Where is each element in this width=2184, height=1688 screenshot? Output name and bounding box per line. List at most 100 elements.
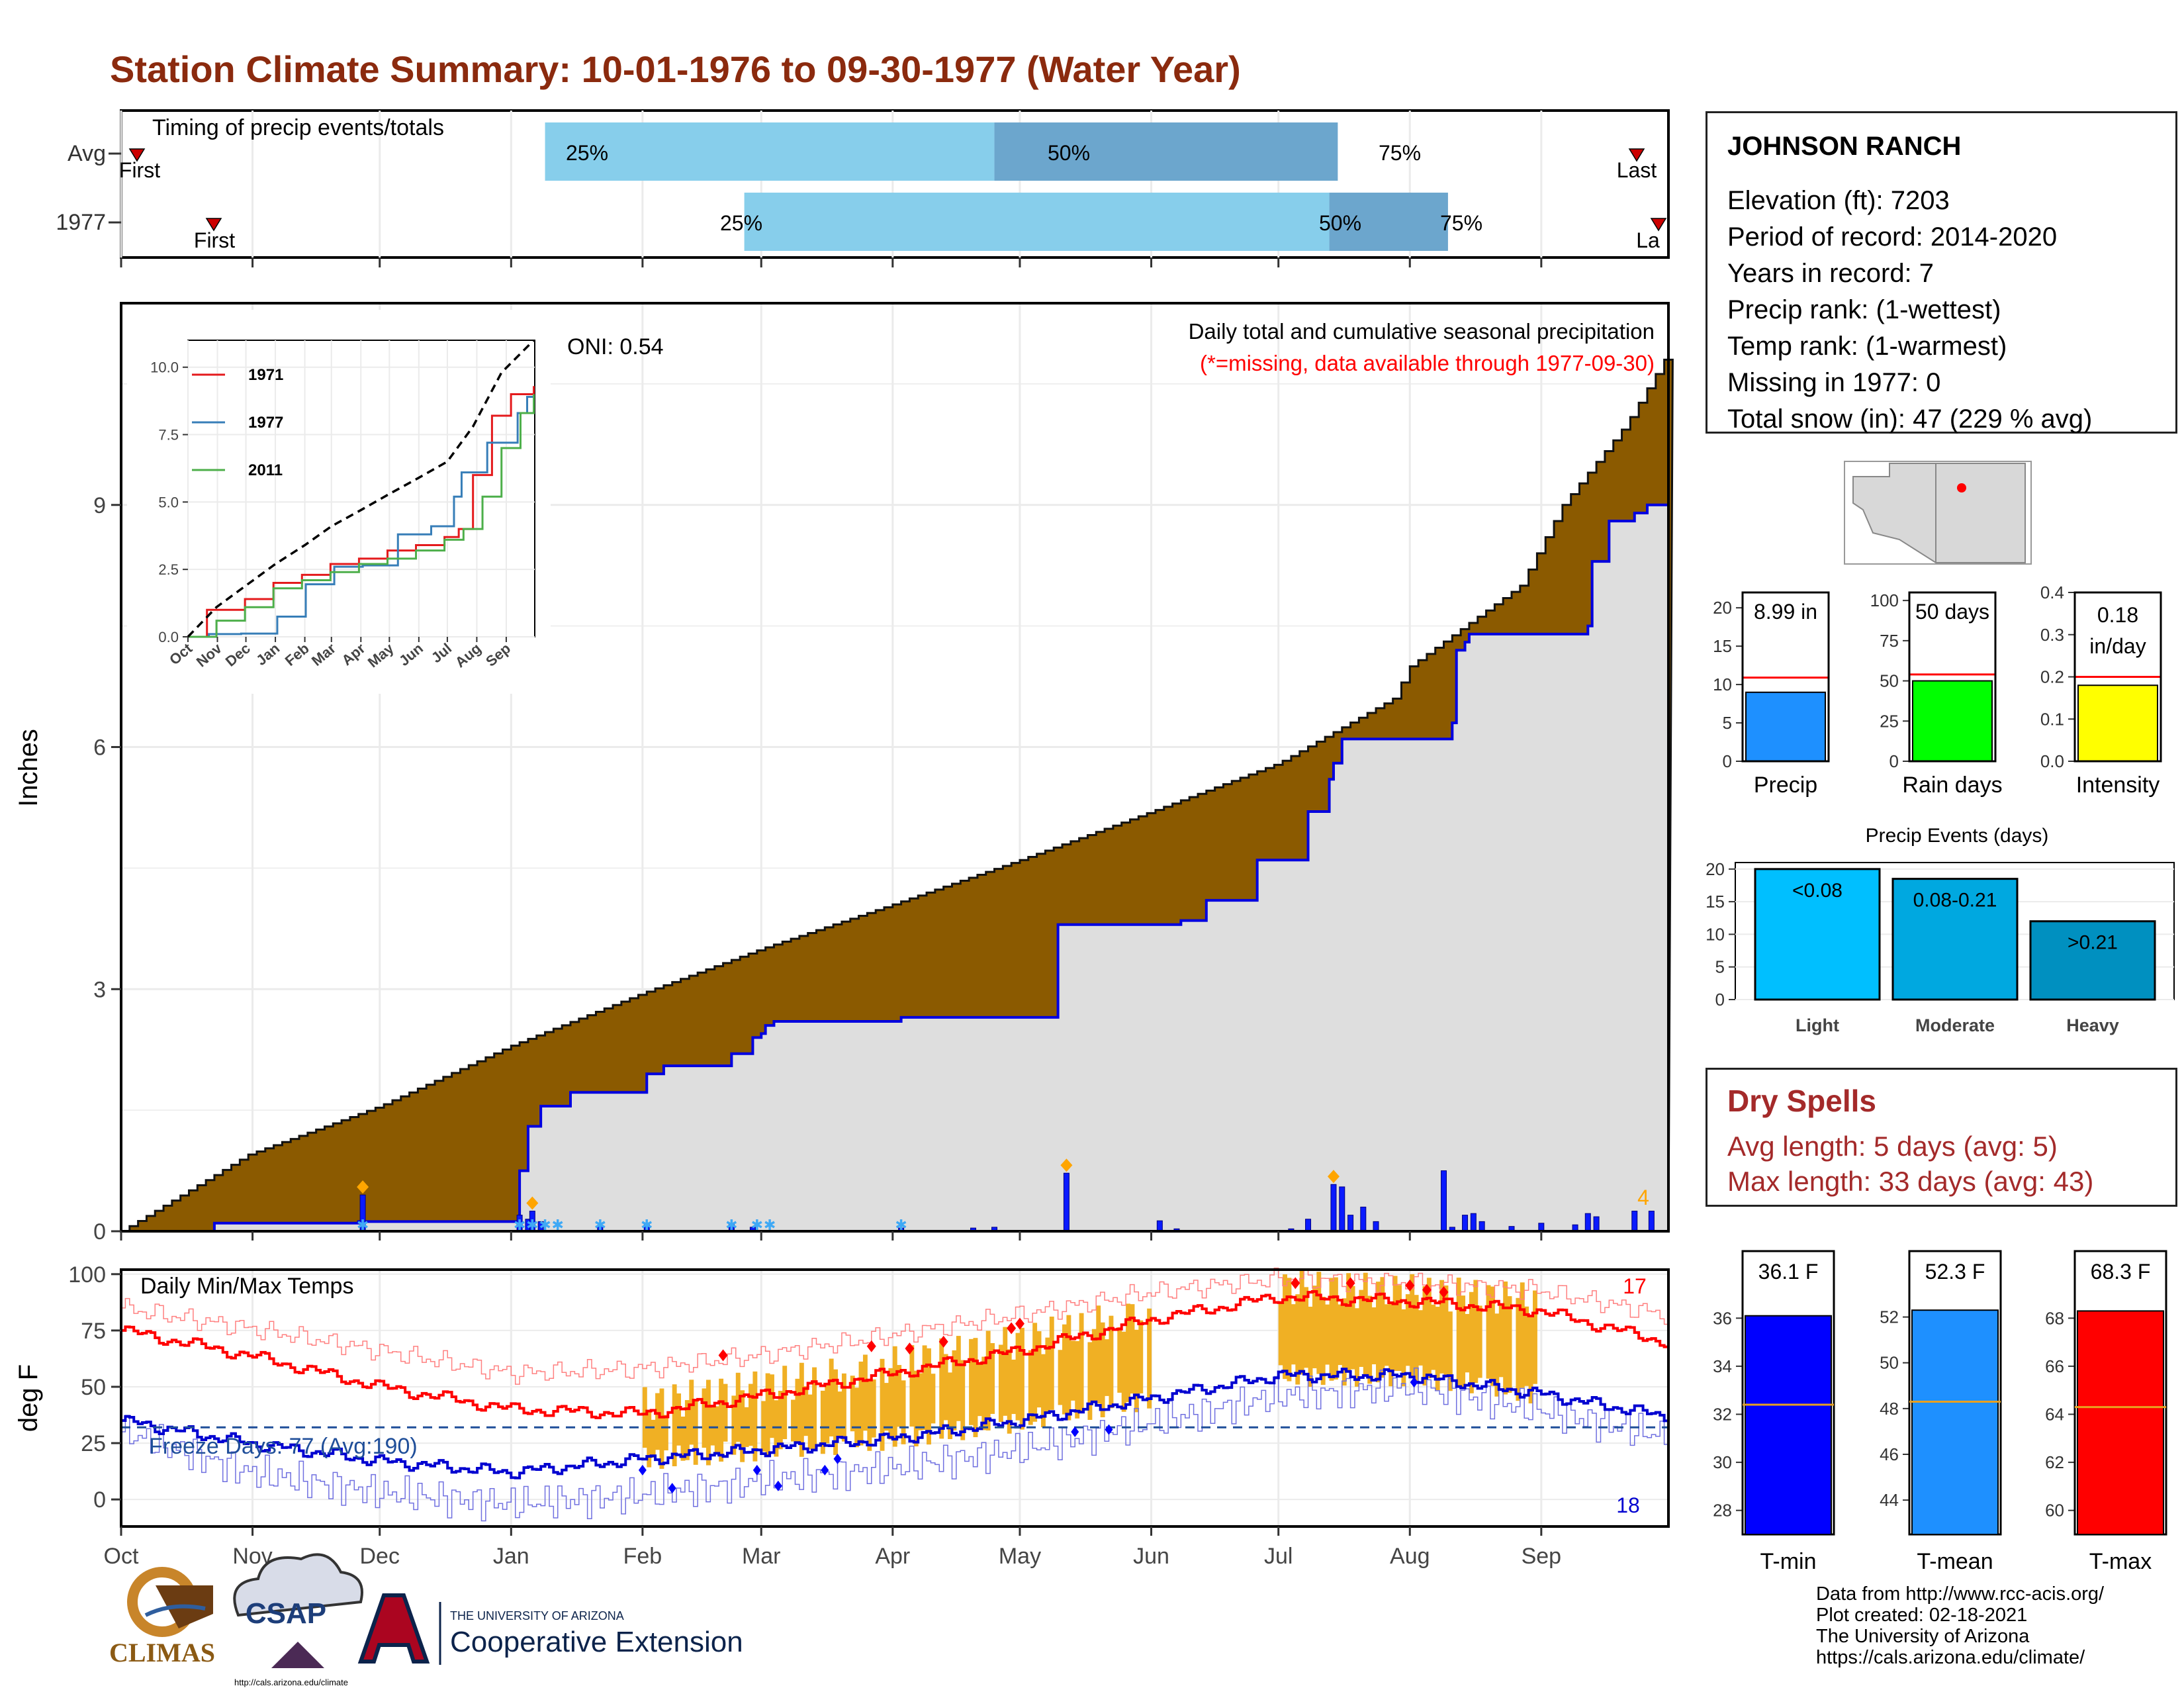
- precip-events-bar-label: 0.08-0.21: [1913, 890, 1997, 912]
- temp-anomaly-bar: [1291, 1304, 1296, 1365]
- timing-panel-label: Timing of precip events/totals: [152, 115, 444, 140]
- temp-summary-ytick-label: 64: [2045, 1405, 2064, 1425]
- summary-value-label: 8.99 in: [1754, 600, 1817, 624]
- csap-logo: CSAP http://cals.arizona.edu/climate: [233, 1553, 363, 1687]
- temp-anomaly-bar: [888, 1368, 893, 1440]
- record-high-marker-icon: [1007, 1322, 1017, 1335]
- temp-anomaly-bar: [927, 1348, 931, 1445]
- csap-logo-text: CSAP: [246, 1597, 326, 1630]
- temp-summary-bar-T-min: [1745, 1315, 1832, 1536]
- summary-ytick-label: 15: [1713, 636, 1732, 656]
- temp-ytick-label: 75: [81, 1319, 106, 1344]
- current-timing-50-75-bar: [1329, 193, 1448, 251]
- temp-anomaly-bar: [1333, 1277, 1338, 1380]
- footer-university: The University of Arizona: [1816, 1626, 2030, 1647]
- record-low-marker-icon: [638, 1464, 647, 1476]
- record-low-marker-icon: [833, 1453, 842, 1464]
- precip-ytick-label: 9: [93, 493, 106, 518]
- snow-markers: ✱ ✱ ✱ ✱ ✱ ✱ ✱ ✱ ✱ ✱ ✱: [357, 1217, 907, 1233]
- temp-anomaly-bar: [803, 1386, 809, 1436]
- ua-a-icon: [357, 1593, 430, 1664]
- temp-anomaly-bar: [897, 1365, 902, 1427]
- ua-large-text: Cooperative Extension: [450, 1626, 743, 1658]
- temp-summary-ytick-label: 66: [2045, 1356, 2064, 1376]
- month-label: May: [999, 1544, 1041, 1569]
- precip-events-title: Precip Events (days): [1866, 825, 2049, 847]
- record-precip-marker-icon: [1327, 1170, 1340, 1184]
- climas-logo-wave: [144, 1604, 206, 1617]
- current-cumulative-precip-area: [121, 503, 1670, 1233]
- snow-day-icon: ✱: [357, 1217, 369, 1233]
- current-p75-label: 75%: [1440, 211, 1482, 235]
- temp-anomaly-bar: [1338, 1304, 1343, 1366]
- temp-summary-ytick-label: 32: [1713, 1405, 1732, 1425]
- temp-anomaly-bar: [1490, 1286, 1495, 1386]
- csap-url: http://cals.arizona.edu/climate: [234, 1677, 348, 1687]
- temp-summary-ytick-label: 62: [2045, 1452, 2064, 1472]
- temp-anomaly-bar: [1473, 1280, 1479, 1383]
- month-label: Jan: [493, 1544, 529, 1569]
- temp-anomaly-bar: [1032, 1323, 1038, 1422]
- record-high-marker-icon: [1015, 1317, 1024, 1330]
- temp-anomaly-bar: [1461, 1295, 1466, 1388]
- temp-anomaly-bar: [1405, 1294, 1410, 1366]
- summary-bar-label: Precip: [1754, 773, 1817, 798]
- temp-summary-bar-label: T-max: [2089, 1549, 2152, 1574]
- temp-anomaly-bar: [749, 1383, 753, 1446]
- temp-anomaly-bar: [990, 1342, 995, 1414]
- daily-precip-bar: [1593, 1216, 1600, 1232]
- tmax-record-count: 17: [1623, 1274, 1647, 1298]
- summary-ytick-label: 25: [1880, 711, 1899, 731]
- temp-summary-value-label: 52.3 F: [1925, 1260, 1985, 1284]
- temp-anomaly-bar: [1456, 1278, 1461, 1386]
- summary-ytick-label: 75: [1880, 631, 1899, 651]
- current-last-label: La: [1636, 228, 1660, 252]
- temp-anomaly-bar: [1346, 1273, 1351, 1373]
- temp-anomaly-bar: [871, 1379, 876, 1438]
- daily-precip-bar: [1360, 1206, 1367, 1232]
- temp-anomaly-bar: [837, 1391, 842, 1436]
- temp-anomaly-bar: [1320, 1296, 1326, 1385]
- temp-summary-value-label: 36.1 F: [1758, 1260, 1819, 1284]
- summary-bar-charts: 0 5 10 15 20 8.99 in Precip 0 25 50 75 100 50 days Ra…: [1713, 583, 2162, 798]
- temp-anomaly-bar: [1469, 1291, 1474, 1393]
- current-p50-label: 50%: [1319, 211, 1361, 235]
- snow-day-icon: ✱: [539, 1217, 551, 1233]
- record-low-marker-icon: [668, 1483, 676, 1494]
- temp-anomaly-bar: [1007, 1349, 1012, 1434]
- temp-anomaly-bar: [969, 1338, 974, 1425]
- temp-anomaly-bar: [1528, 1316, 1533, 1404]
- tmin-average-line: [121, 1368, 1668, 1479]
- snow-day-icon: ✱: [895, 1217, 907, 1233]
- temp-anomaly-bar: [1477, 1305, 1482, 1378]
- temp-anomaly-bar: [1278, 1301, 1283, 1366]
- temp-anomaly-bar: [710, 1405, 715, 1446]
- temp-anomaly-bar: [1384, 1304, 1389, 1366]
- station-location-dot: [1957, 483, 1966, 492]
- inset-legend-label: 1977: [248, 414, 283, 432]
- temp-anomaly-bar: [770, 1374, 774, 1438]
- record-low-marker-icon: [1105, 1424, 1113, 1435]
- temp-anomaly-bar: [918, 1373, 923, 1430]
- temp-anomaly-bar: [1342, 1298, 1347, 1386]
- temp-anomaly-bar: [1325, 1304, 1330, 1365]
- month-label: Jun: [1133, 1544, 1169, 1569]
- temp-anomaly-bar: [1465, 1313, 1470, 1373]
- temp-anomaly-bar: [825, 1385, 830, 1444]
- temp-summary-ytick-label: 28: [1713, 1501, 1732, 1521]
- month-label: Dec: [359, 1544, 399, 1569]
- record-high-marker-icon: [938, 1335, 948, 1348]
- locator-map: [1844, 461, 2032, 565]
- temp-anomaly-bar: [981, 1356, 987, 1430]
- temp-anomaly-bar: [1100, 1322, 1105, 1418]
- temp-anomaly-bar: [740, 1390, 745, 1462]
- temp-anomaly-bar: [841, 1373, 846, 1442]
- temp-anomaly-bar: [702, 1388, 707, 1448]
- daily-precip-bar: [1305, 1219, 1312, 1232]
- temp-anomaly-bar: [952, 1350, 957, 1430]
- precip-ytick-label: 6: [93, 735, 106, 761]
- temp-anomaly-bar: [642, 1387, 647, 1448]
- summary-ytick-label: 0.4: [2040, 583, 2064, 602]
- temp-frame: [120, 1268, 1670, 1528]
- precip-events-bar-label: >0.21: [2068, 932, 2118, 954]
